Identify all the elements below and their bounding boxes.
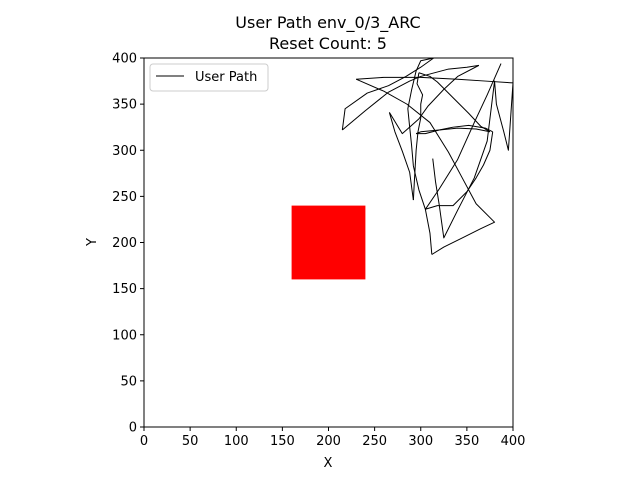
user-path-segment-3 (412, 165, 433, 255)
x-tick-label: 100 (224, 434, 249, 449)
x-tick-label: 350 (454, 434, 479, 449)
x-axis-label: X (324, 456, 333, 471)
x-tick-label: 250 (362, 434, 387, 449)
y-axis-label: Y (85, 238, 100, 247)
x-axis: 0 50 100 150 200 250 300 350 400 (140, 427, 526, 449)
user-path-segment-5 (341, 57, 434, 131)
user-path-segment-14 (424, 63, 502, 210)
user-path-segment-10 (418, 72, 491, 133)
x-tick-label: 50 (182, 434, 199, 449)
legend-box (149, 63, 269, 92)
user-path (341, 57, 514, 255)
x-tick-label: 300 (408, 434, 433, 449)
y-tick-label: 250 (112, 190, 137, 205)
x-tick-label: 200 (316, 434, 341, 449)
x-tick-label: 400 (501, 434, 526, 449)
x-tick-label: 150 (270, 434, 295, 449)
user-path-segment-9 (412, 72, 424, 201)
user-path-segment-4 (407, 57, 434, 166)
user-path-segment-2 (355, 78, 496, 255)
plot-area (143, 57, 514, 428)
y-tick-label: 400 (112, 52, 137, 67)
y-axis: 0 50 100 150 200 250 300 350 400 (112, 52, 144, 436)
y-tick-label: 50 (120, 374, 137, 389)
y-tick-label: 0 (129, 421, 137, 436)
user-path-segment-6 (342, 64, 479, 131)
user-path-segment-13 (425, 131, 494, 210)
user-path-segment-7 (388, 64, 480, 135)
user-path-segment-0 (432, 80, 514, 239)
y-tick-label: 100 (112, 328, 137, 343)
target-rectangle (291, 205, 366, 280)
user-path-segment-12 (416, 124, 493, 135)
chart-title: User Path env_0/3_ARC (235, 13, 420, 33)
y-tick-label: 150 (112, 282, 137, 297)
user-path-segment-1 (356, 76, 514, 84)
x-tick-label: 0 (140, 434, 148, 449)
user-path-segment-8 (388, 112, 414, 201)
legend-entry-user-path: User Path (195, 70, 257, 85)
y-tick-label: 200 (112, 236, 137, 251)
y-tick-label: 300 (112, 144, 137, 159)
chart-subtitle: Reset Count: 5 (269, 34, 387, 53)
y-tick-label: 350 (112, 98, 137, 113)
user-path-segment-11 (415, 127, 491, 135)
legend: User Path (149, 63, 269, 92)
